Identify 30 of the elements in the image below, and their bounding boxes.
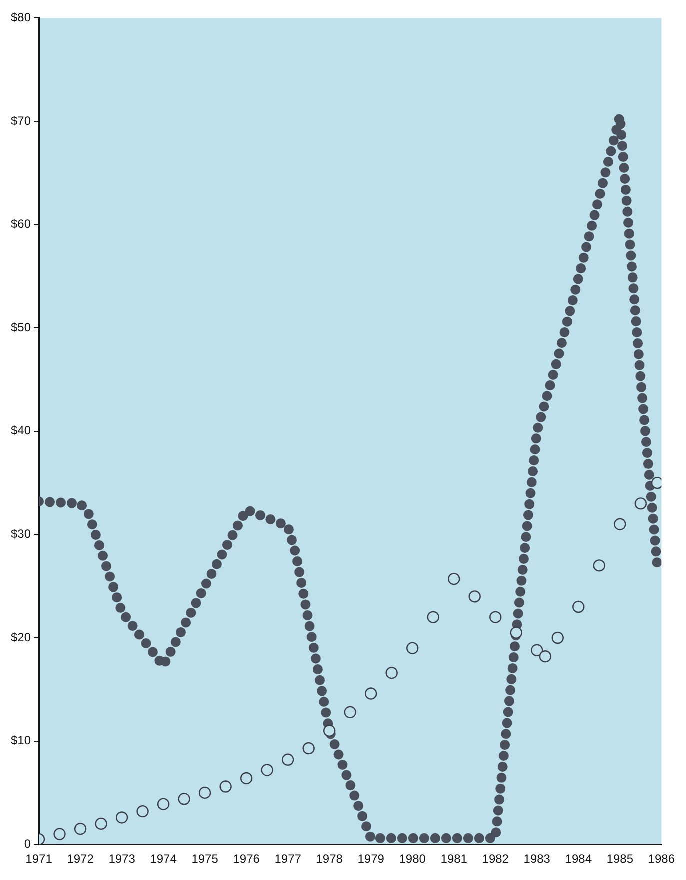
point [552,632,564,644]
x-tick-label: 1978 [316,852,344,866]
x-tick-label: 1976 [233,852,260,866]
x-tick-label: 1971 [26,852,53,866]
y-tick-label: $60 [10,217,32,232]
x-tick-label: 1981 [440,852,468,866]
x-tick-label: 1982 [482,852,510,866]
point [510,626,522,639]
point [323,724,336,738]
y-tick-label: 0 [24,836,32,851]
x-tick-label: 1977 [274,852,302,866]
y-tick-label: $40 [10,424,32,438]
x-tick-label: 1973 [108,852,136,866]
x-tick-label: 1983 [524,852,551,866]
x-tick-label: 1979 [358,852,385,866]
x-tick-label: 1975 [192,852,219,866]
x-tick-label: 1972 [67,852,94,866]
point [651,476,662,490]
x-tick-label: 1985 [606,852,634,866]
y-tick-label: $80 [10,10,32,25]
y-tick-label: $50 [10,320,32,334]
point [302,742,315,755]
x-tick-label: 1974 [150,852,178,866]
y-tick-label: $70 [10,114,32,128]
y-tick-label: $10 [10,734,32,748]
x-tick-label: 1980 [399,852,426,866]
y-tick-label: $20 [10,630,32,644]
x-tick-label: 1986 [648,852,676,866]
y-tick-label: $30 [10,527,32,542]
x-tick-label: 1984 [565,852,592,866]
